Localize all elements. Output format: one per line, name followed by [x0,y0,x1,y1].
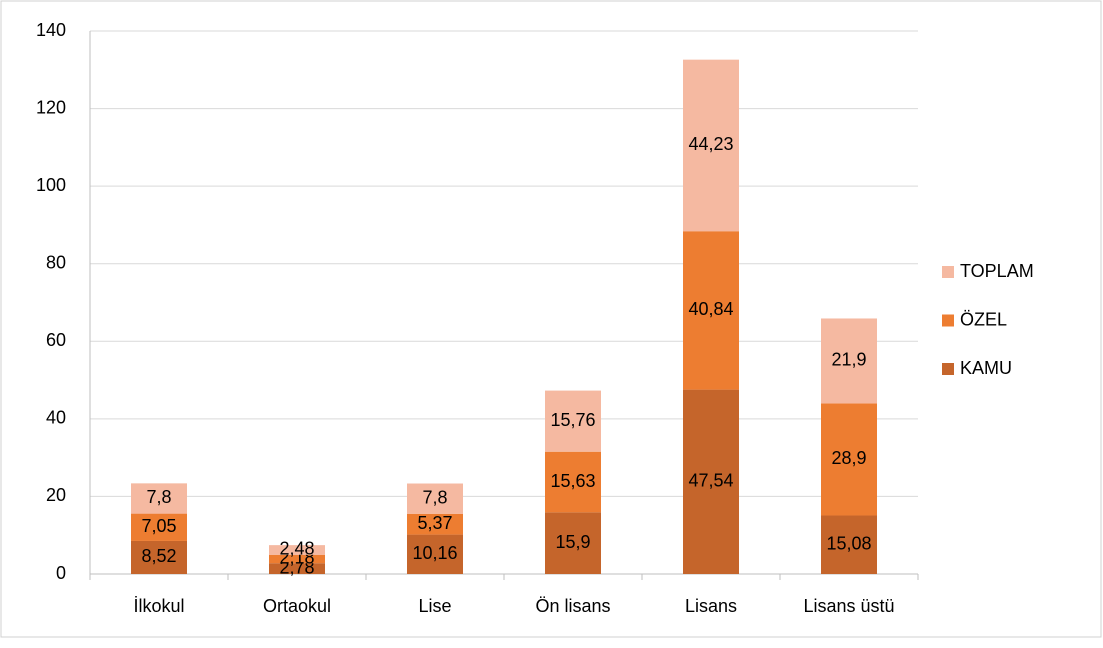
data-label: 15,08 [826,534,871,554]
bar-segment [683,59,739,232]
data-label: 8,52 [141,546,176,566]
x-tick-label: Lisans [685,596,737,616]
bar-segment [131,513,187,541]
bar-segment [131,483,187,514]
data-label: 47,54 [688,471,733,491]
data-label: 7,8 [422,487,447,507]
bar-segment [269,554,325,564]
data-label: 10,16 [412,543,457,563]
data-label: 15,76 [550,410,595,430]
data-label: 7,05 [141,516,176,536]
data-label: 44,23 [688,134,733,154]
y-tick-label: 40 [46,408,66,428]
y-tick-label: 0 [56,563,66,583]
legend-swatch [942,363,954,375]
y-tick-label: 60 [46,330,66,350]
bar-segment [545,390,601,452]
x-tick-label: Lise [418,596,451,616]
data-label: 15,9 [555,532,590,552]
x-tick-label: Ön lisans [535,596,610,616]
y-tick-label: 20 [46,485,66,505]
x-tick-label: İlkokul [133,596,184,616]
bar-segment [269,545,325,555]
y-tick-label: 120 [36,97,66,117]
bar-segment [407,483,463,514]
bar-segment [545,512,601,574]
data-label: 7,8 [146,487,171,507]
legend-label: KAMU [960,358,1012,378]
bar-segment [821,403,877,516]
bar-segment [821,515,877,574]
bar-segment [683,389,739,574]
x-tick-label: Ortaokul [263,596,331,616]
y-tick-label: 100 [36,175,66,195]
y-tick-label: 80 [46,252,66,272]
data-label: 40,84 [688,299,733,319]
data-label: 15,63 [550,471,595,491]
bar-segment [407,534,463,574]
bar-segment [821,318,877,404]
bar-segment [545,451,601,513]
bar-segment [683,231,739,390]
bar-segment [131,540,187,574]
data-label: 5,37 [417,513,452,533]
legend-swatch [942,314,954,327]
legend-label: ÖZEL [960,309,1007,329]
bar-segment [407,513,463,535]
data-label: 21,9 [831,350,866,370]
bar-segment [269,563,325,574]
data-label: 28,9 [831,448,866,468]
legend-label: TOPLAM [960,261,1034,281]
y-tick-label: 140 [36,20,66,40]
data-label: 2,48 [279,539,314,559]
x-tick-label: Lisans üstü [803,596,894,616]
legend-swatch [942,266,954,278]
